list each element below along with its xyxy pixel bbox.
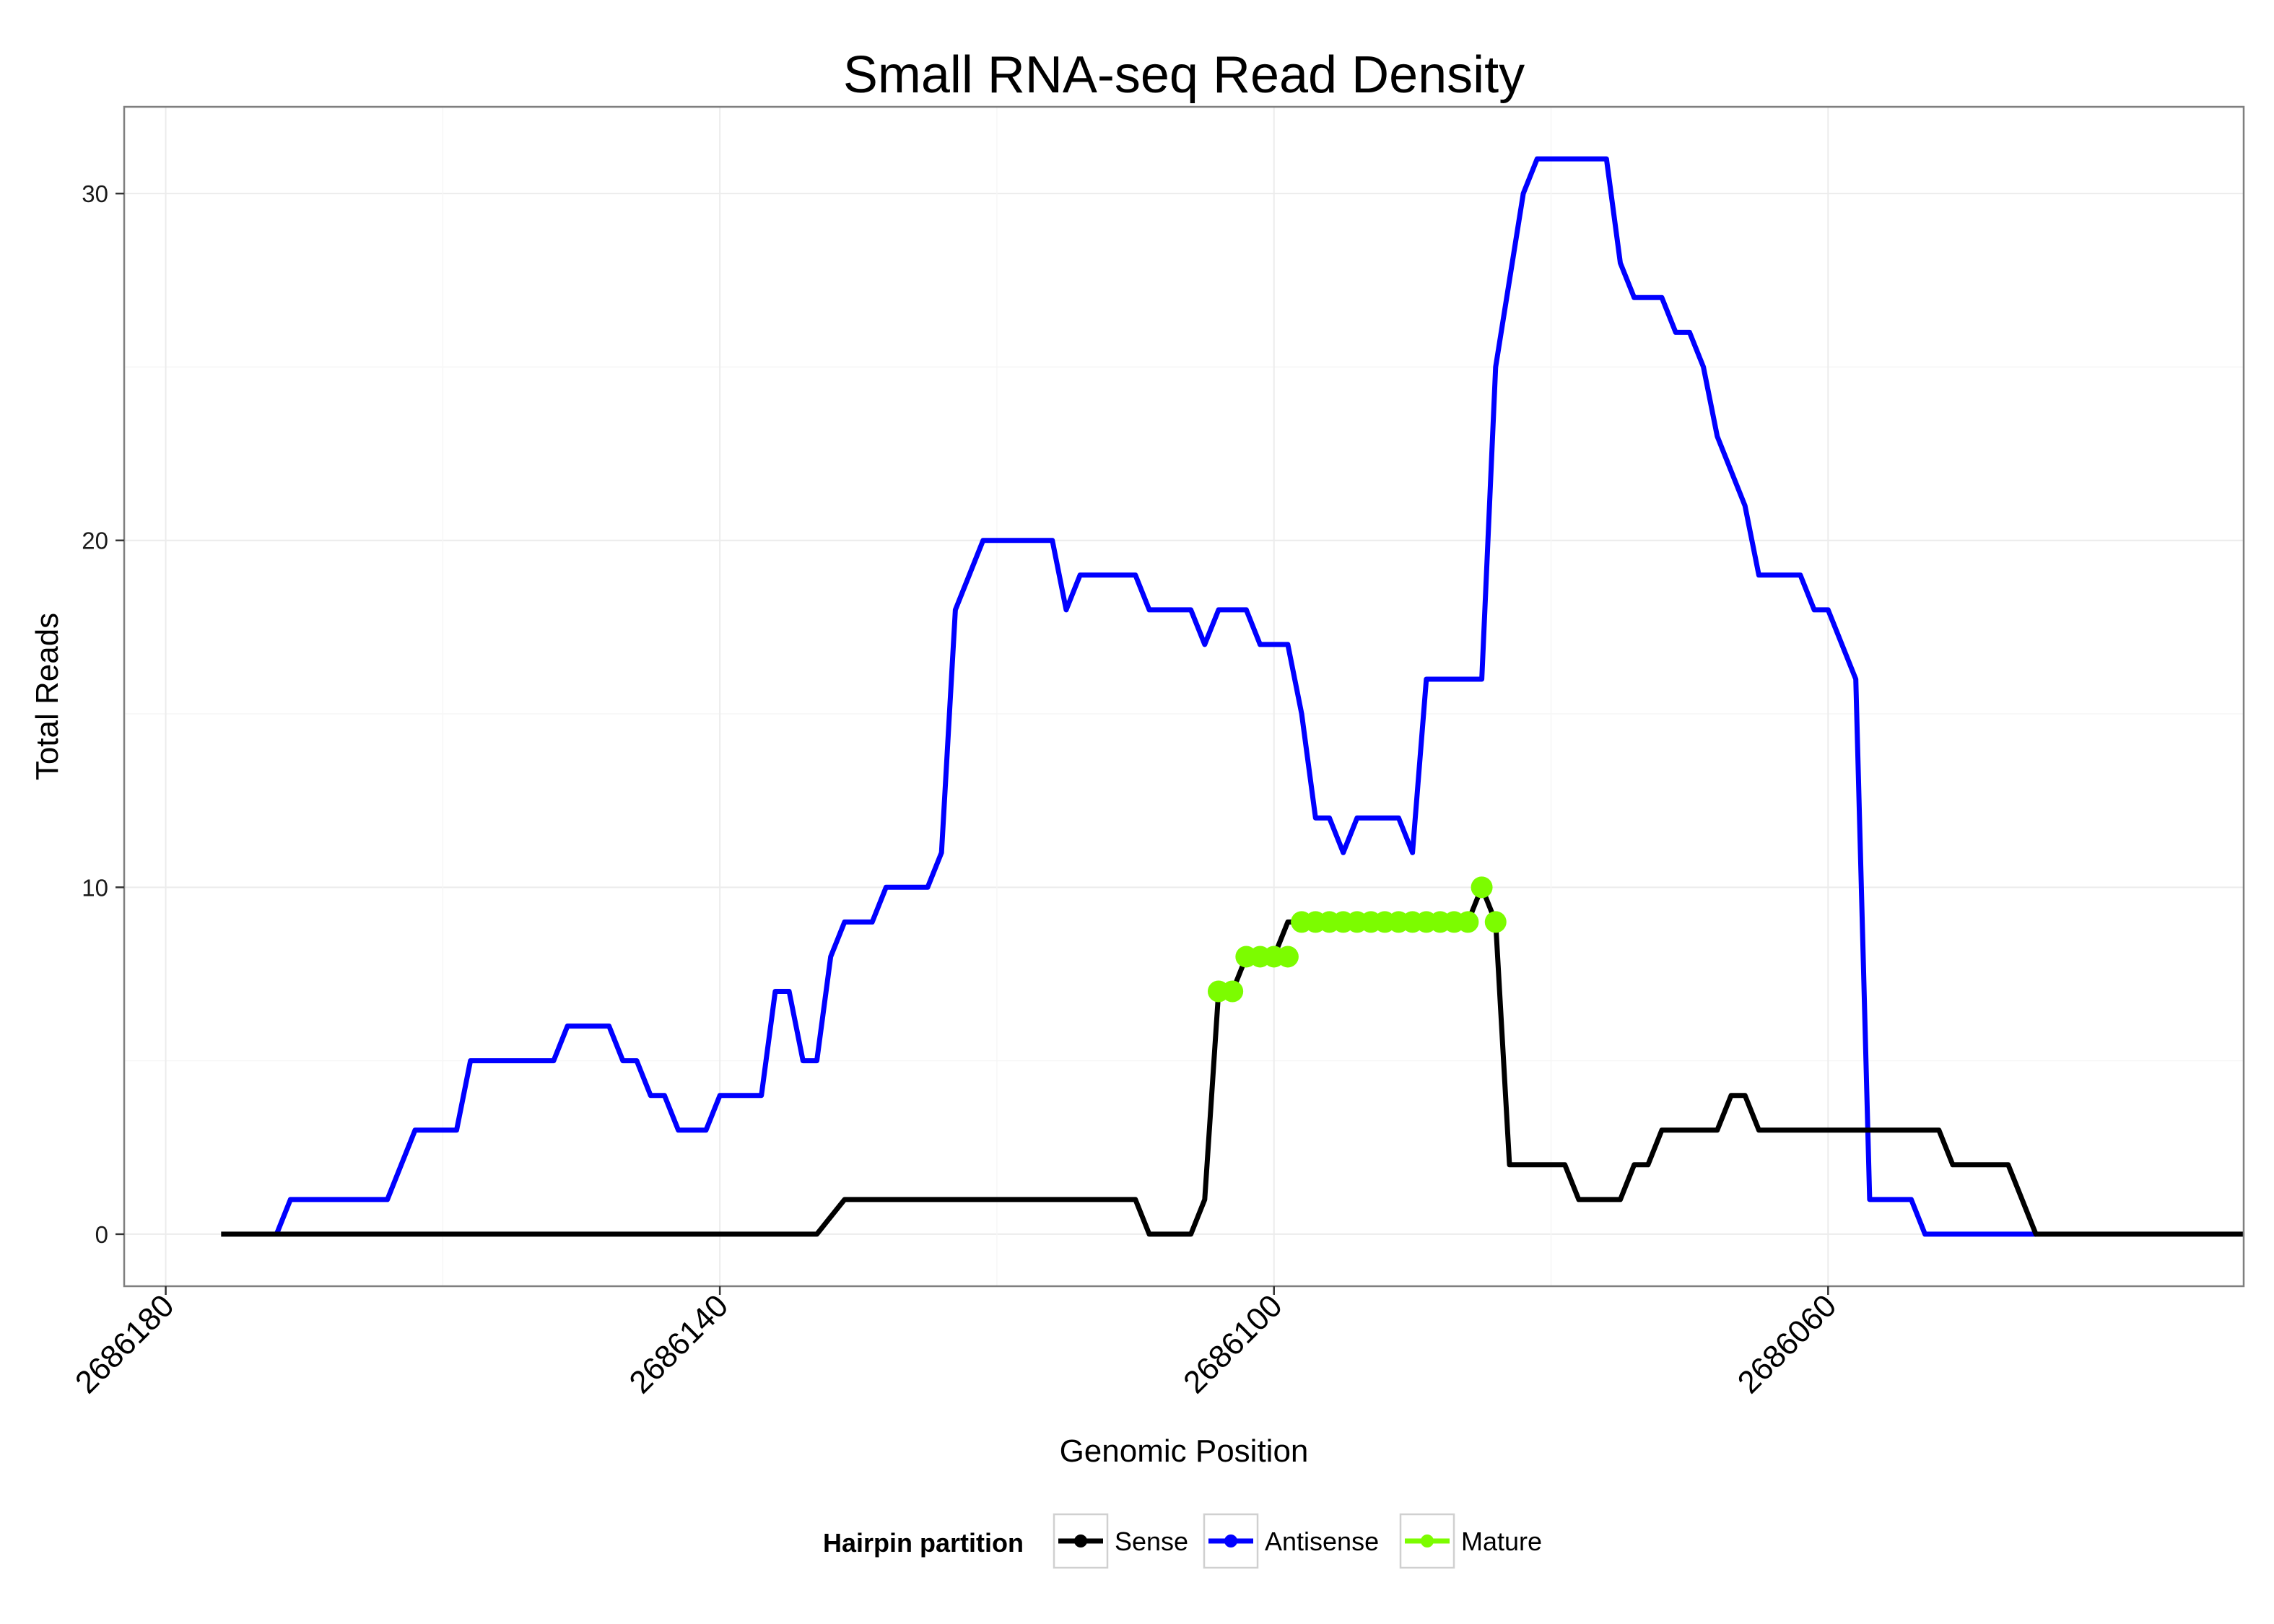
legend-key-point-antisense (1224, 1534, 1237, 1547)
legend-label-antisense: Antisense (1265, 1527, 1379, 1556)
x-axis-title: Genomic Position (1060, 1433, 1309, 1469)
chart-title: Small RNA-seq Read Density (843, 46, 1525, 104)
y-axis-title: Total Reads (30, 613, 65, 780)
legend-title: Hairpin partition (823, 1528, 1024, 1558)
legend-label-mature: Mature (1461, 1527, 1542, 1556)
legend: Hairpin partition Sense Antisense Mature (823, 1513, 1542, 1569)
plot-panel-border (123, 105, 2245, 1288)
series-line-antisense (274, 156, 2036, 1237)
y-tick-label: 0 (95, 1221, 108, 1248)
mature-point (1457, 911, 1479, 933)
y-tick-label: 20 (82, 528, 108, 554)
grid-lines (124, 107, 2244, 1286)
legend-key-point-sense (1074, 1534, 1087, 1547)
mature-point (1484, 911, 1507, 933)
series-layer (221, 156, 2244, 1237)
mature-point (1276, 946, 1299, 968)
plot-panel (124, 107, 2244, 1286)
y-tick-label: 30 (82, 180, 108, 207)
mature-point (1471, 876, 1493, 899)
mature-point (1221, 980, 1244, 1003)
legend-key-point-mature (1421, 1534, 1434, 1547)
legend-label-sense: Sense (1115, 1527, 1188, 1556)
y-tick-label: 10 (82, 874, 108, 901)
